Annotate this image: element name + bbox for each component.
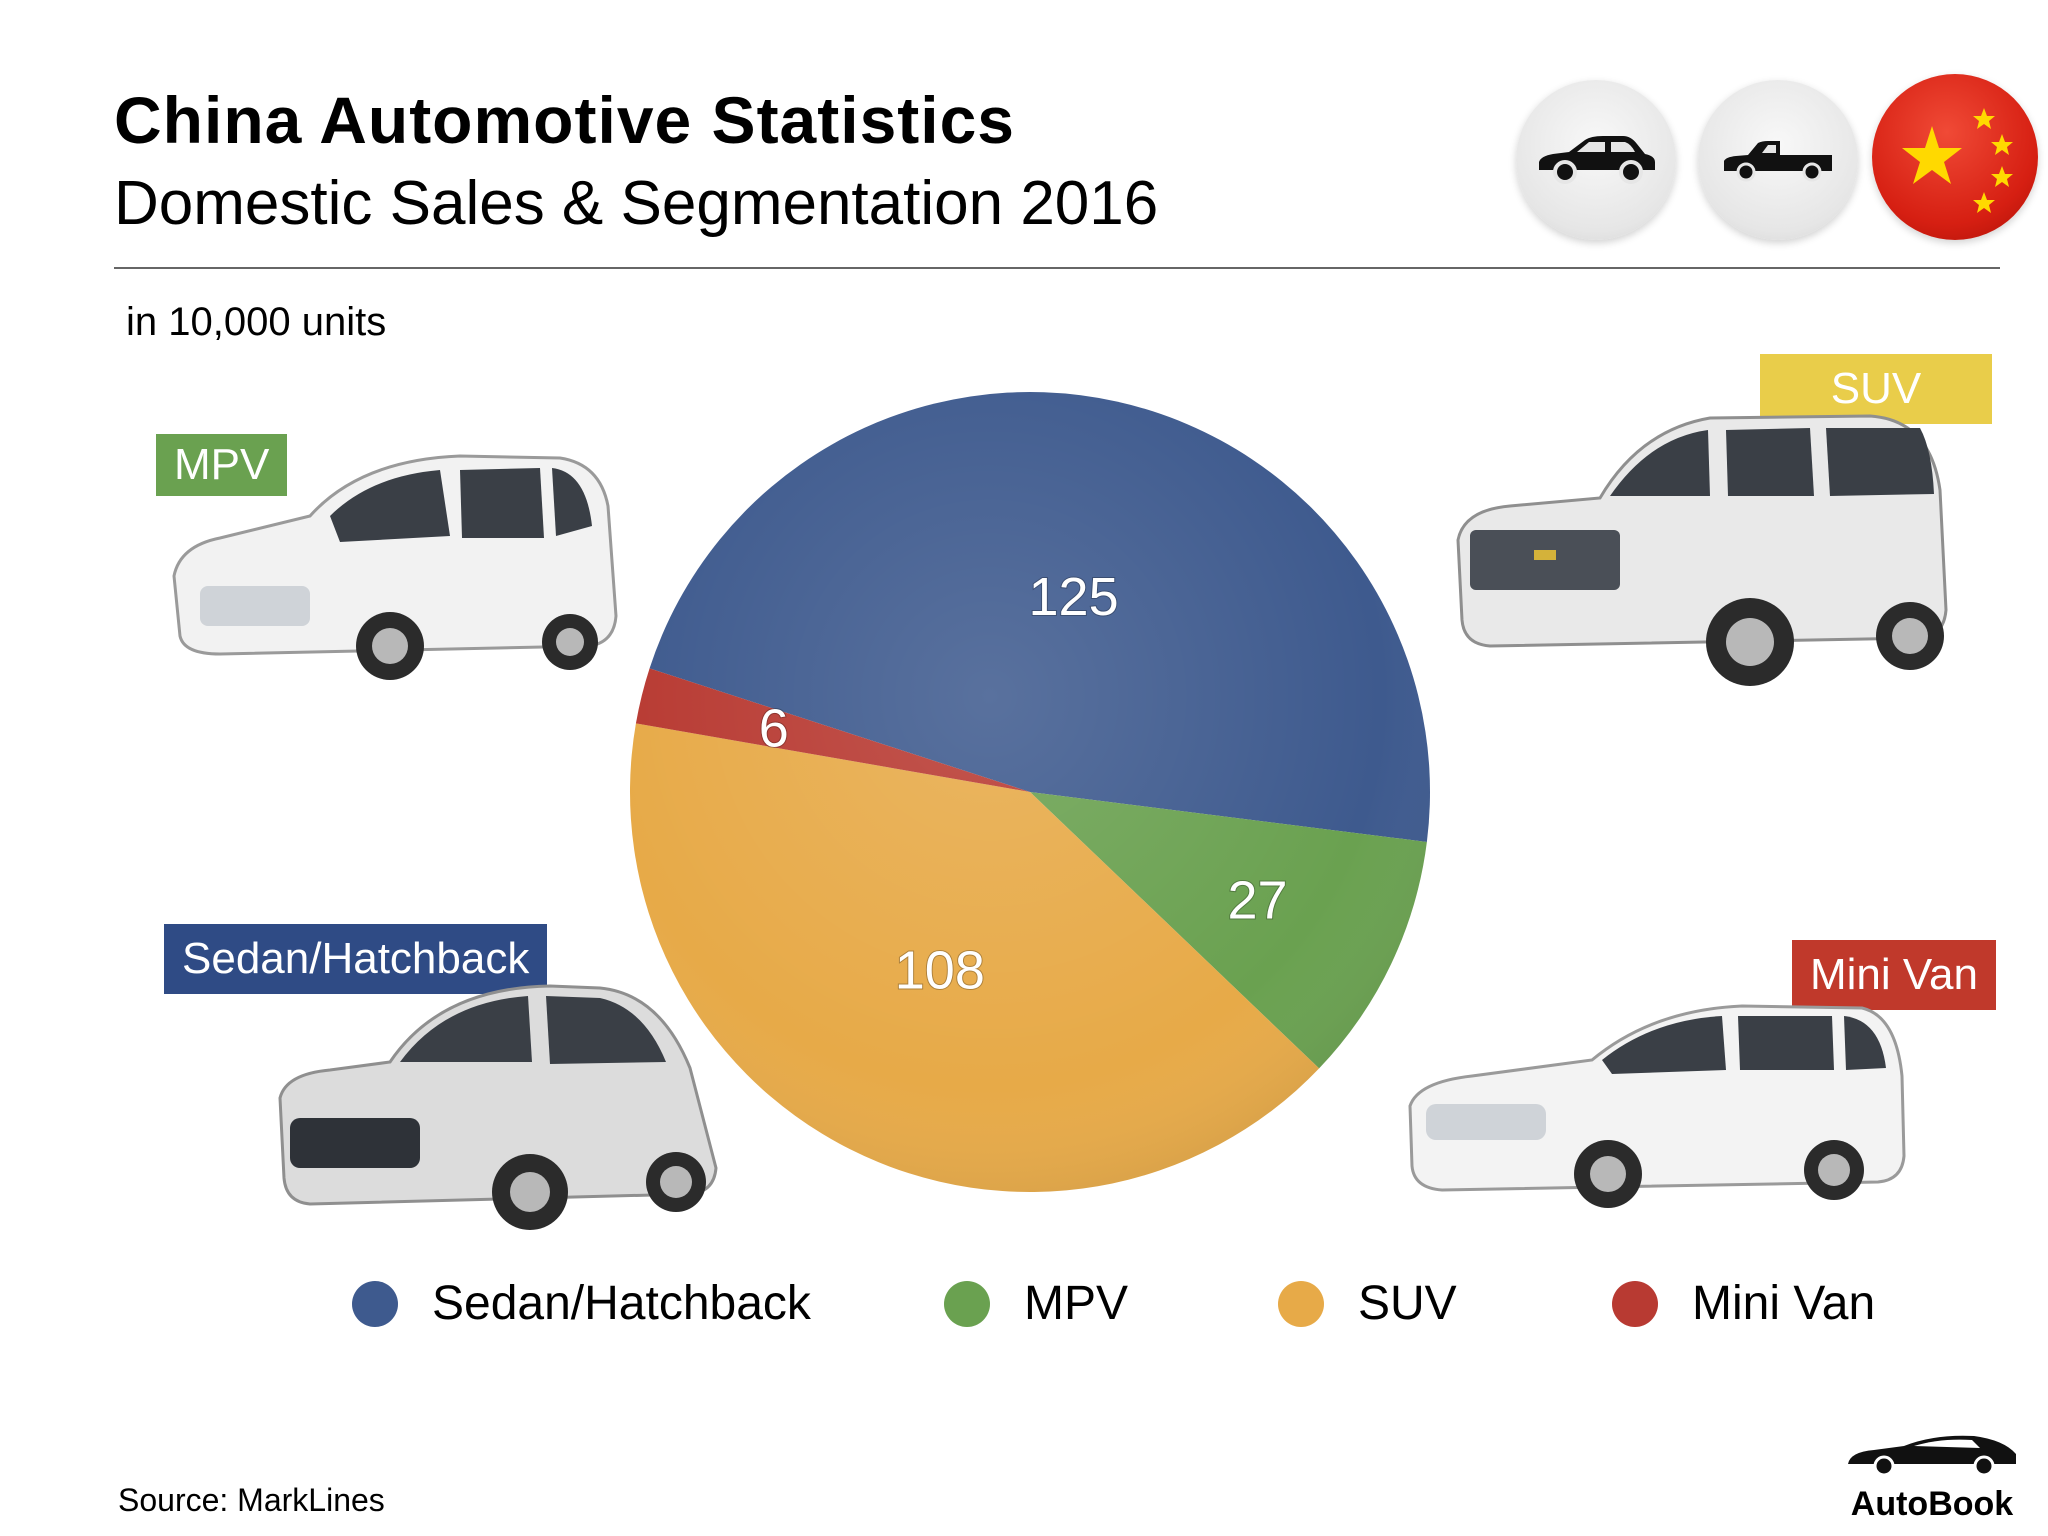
legend-label-suv: SUV <box>1358 1277 1457 1330</box>
pie-value-label: 6 <box>759 698 789 758</box>
legend-item-mpv: MPV <box>944 1276 1128 1331</box>
source-note: Source: MarkLines <box>118 1482 385 1518</box>
sedan-icon <box>1539 136 1655 184</box>
suv-label: SUV <box>1760 354 1992 424</box>
sedan-badge <box>1516 80 1676 240</box>
mpv-car-image <box>172 454 618 680</box>
chart-legend: Sedan/Hatchback MPV SUV Mini Van <box>0 1276 2048 1346</box>
legend-item-suv: SUV <box>1278 1276 1457 1331</box>
legend-swatch-mpv <box>944 1280 990 1327</box>
units-note: in 10,000 units <box>126 300 387 344</box>
header-divider <box>114 267 2000 269</box>
page-subtitle: Domestic Sales & Segmentation 2016 <box>114 169 1159 238</box>
autobook-logo: AutoBook <box>1840 1428 2024 1524</box>
sedan-car-image <box>278 984 718 1230</box>
minivan-car-image <box>1408 1004 1906 1208</box>
sports-car-icon <box>1848 1435 2016 1477</box>
pie-shading <box>630 392 1430 1192</box>
pie-value-label: 125 <box>1029 567 1119 627</box>
minivan-label: Mini Van <box>1792 940 1996 1010</box>
page-title: China Automotive Statistics <box>114 83 1016 157</box>
legend-label-mpv: MPV <box>1024 1277 1129 1330</box>
china-flag-icon <box>1902 108 2013 213</box>
china-flag-badge <box>1872 74 2038 240</box>
legend-swatch-sedan <box>352 1280 398 1327</box>
pickup-icon <box>1724 141 1832 182</box>
pickup-badge <box>1698 80 1858 240</box>
legend-swatch-minivan <box>1612 1280 1658 1327</box>
legend-item-sedan: Sedan/Hatchback <box>352 1276 811 1331</box>
mpv-label: MPV <box>156 434 288 496</box>
brand-name: AutoBook <box>1850 1485 2014 1523</box>
suv-car-image <box>1456 414 1948 686</box>
legend-label-sedan: Sedan/Hatchback <box>432 1277 811 1330</box>
pie-value-label: 27 <box>1228 870 1288 930</box>
legend-item-minivan: Mini Van <box>1612 1276 1875 1331</box>
legend-label-minivan: Mini Van <box>1692 1277 1876 1330</box>
pie-value-label: 108 <box>895 941 985 1001</box>
sedan-label: Sedan/Hatchback <box>164 924 548 994</box>
legend-swatch-suv <box>1278 1280 1324 1327</box>
